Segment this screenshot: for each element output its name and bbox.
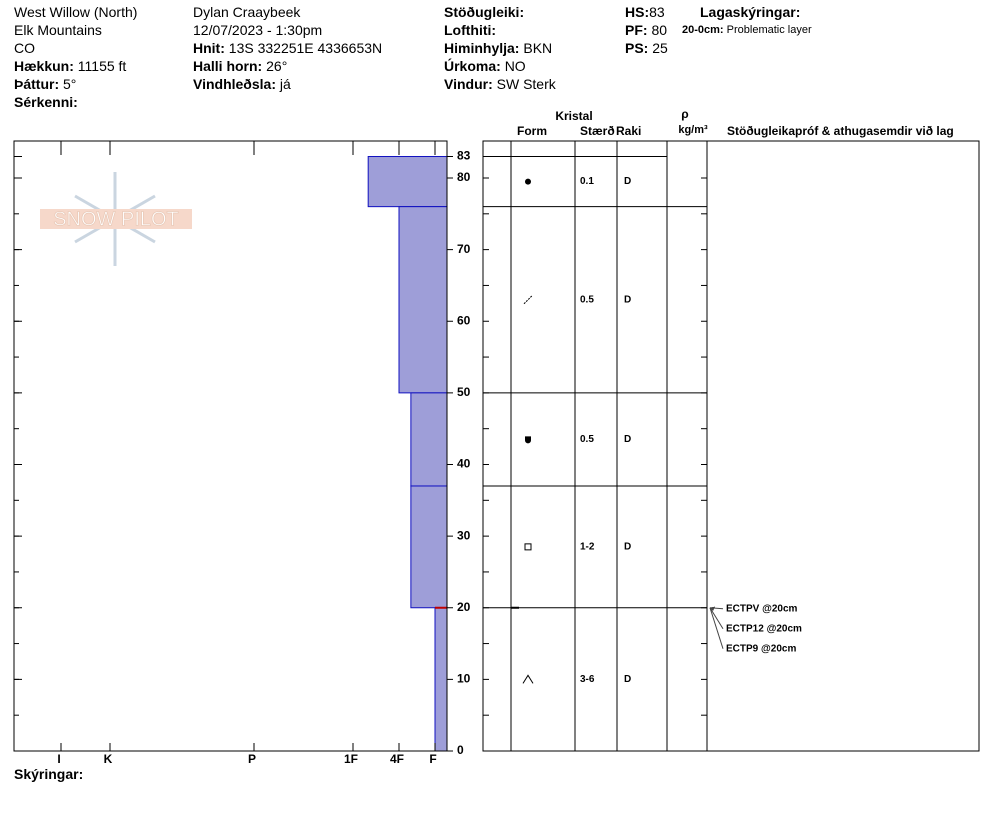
hardness-tick-label: P bbox=[248, 752, 256, 766]
hardness-tick-label: F bbox=[429, 752, 436, 766]
depth-tick-label: 20 bbox=[457, 600, 471, 614]
th-rho: ρ bbox=[681, 107, 688, 121]
th-form: Form bbox=[517, 124, 547, 138]
plot-frame bbox=[13, 140, 448, 752]
value: 13S 332251E 4336653N bbox=[228, 40, 383, 56]
table-frame bbox=[482, 140, 980, 752]
grain-form bbox=[523, 295, 533, 305]
moisture: D bbox=[624, 176, 631, 187]
legend-text: Problematic layer bbox=[726, 24, 812, 36]
test-arrow bbox=[709, 607, 724, 630]
label: Sérkenni: bbox=[14, 94, 78, 110]
test-label: ECTP12 @20cm bbox=[726, 623, 802, 634]
label: Vindur: bbox=[444, 76, 493, 92]
label: Hækkun: bbox=[14, 58, 74, 74]
logo: SNOW PILOT bbox=[40, 172, 192, 266]
value: já bbox=[279, 76, 291, 92]
hardness-bar bbox=[367, 156, 448, 208]
test-label: ECTPV @20cm bbox=[726, 603, 798, 614]
location: West Willow (North) bbox=[14, 4, 138, 20]
moisture: D bbox=[624, 542, 631, 553]
hardness-tick-label: 4F bbox=[390, 752, 404, 766]
depth-tick-label: 80 bbox=[457, 170, 471, 184]
header-col2: Dylan Craaybeek 12/07/2023 - 1:30pm Hnit… bbox=[193, 3, 382, 93]
hardness-bar bbox=[410, 392, 448, 487]
hardness-bar bbox=[434, 607, 448, 752]
test-arrowhead bbox=[710, 606, 715, 611]
legend-depth: 20-0cm: bbox=[682, 24, 724, 36]
value: 83 bbox=[649, 4, 665, 20]
label: Hnit: bbox=[193, 40, 225, 56]
header-col4: HS:83 PF: 80 PS: 25 bbox=[625, 3, 668, 57]
depth-tick-label: 40 bbox=[457, 457, 471, 471]
hardness-bar bbox=[410, 485, 448, 609]
label: Úrkoma: bbox=[444, 58, 501, 74]
grain-size: 0.5 bbox=[580, 434, 594, 445]
depth-tick-label: 50 bbox=[457, 385, 471, 399]
label: HS: bbox=[625, 4, 650, 20]
moisture: D bbox=[624, 434, 631, 445]
th-moisture: Raki bbox=[616, 124, 641, 138]
depth-tick-label: 30 bbox=[457, 528, 471, 542]
label: PS: bbox=[625, 40, 649, 56]
header-col1: West Willow (North) Elk Mountains CO Hæk… bbox=[14, 3, 137, 111]
table-columns bbox=[510, 141, 708, 751]
test-label: ECTP9 @20cm bbox=[726, 643, 796, 654]
range: Elk Mountains bbox=[14, 22, 102, 38]
depth-tick-label: 70 bbox=[457, 242, 471, 256]
grain-size: 0.5 bbox=[580, 294, 594, 305]
value: 26° bbox=[266, 58, 288, 74]
value: NO bbox=[504, 58, 526, 74]
grain-form bbox=[525, 436, 531, 444]
hardness-bar bbox=[398, 206, 448, 394]
depth-tick-label: 10 bbox=[457, 672, 471, 686]
label: Vindhleðsla: bbox=[193, 76, 276, 92]
value: 5° bbox=[63, 76, 77, 92]
logo-text: SNOW PILOT bbox=[53, 208, 179, 230]
hardness-tick-label: 1F bbox=[344, 752, 358, 766]
value: BKN bbox=[523, 40, 553, 56]
grain-form bbox=[524, 543, 532, 551]
legend: Lagaskýringar: 20-0cm: Problematic layer bbox=[682, 3, 830, 39]
datetime: 12/07/2023 - 1:30pm bbox=[193, 22, 323, 38]
value: 11155 ft bbox=[77, 58, 127, 74]
test-arrow bbox=[709, 607, 724, 649]
th-size: Stærð bbox=[580, 124, 615, 138]
value: SW Sterk bbox=[496, 76, 556, 92]
footer: Skýringar: bbox=[14, 765, 83, 783]
depth-tick-label: 0 bbox=[457, 743, 464, 757]
moisture: D bbox=[624, 294, 631, 305]
label: Himinhylja: bbox=[444, 40, 520, 56]
label: Þáttur: bbox=[14, 76, 60, 92]
label: PF: bbox=[625, 22, 648, 38]
footer-label: Skýringar: bbox=[14, 766, 84, 782]
state: CO bbox=[14, 40, 35, 56]
observer: Dylan Craaybeek bbox=[193, 4, 301, 20]
value: 80 bbox=[651, 22, 668, 38]
moisture: D bbox=[624, 674, 631, 685]
th-crystal: Kristal bbox=[555, 109, 592, 123]
th-comments: Stöðugleikapróf & athugasemdir við lag bbox=[727, 124, 954, 138]
depth-tick-label: 83 bbox=[457, 149, 471, 163]
depth-tick-label: 60 bbox=[457, 313, 471, 327]
value: 25 bbox=[652, 40, 668, 56]
header-col3: Stöðugleiki: Lofthiti: Himinhylja: BKN Ú… bbox=[444, 3, 556, 93]
plot: 0.1 D 0.5 D 0.5 D 1-2 D 3-6 D 0 10 20 30 40 50 60 70 80 83 I… bbox=[14, 141, 802, 766]
label: Lofthiti: bbox=[444, 22, 497, 38]
grain-size: 0.1 bbox=[580, 176, 594, 187]
label: Stöðugleiki: bbox=[444, 4, 525, 20]
grain-form bbox=[525, 178, 531, 185]
legend-title: Lagaskýringar: bbox=[700, 4, 801, 20]
hardness-tick-label: K bbox=[104, 752, 113, 766]
grain-size: 3-6 bbox=[580, 674, 595, 685]
grain-form bbox=[522, 674, 534, 684]
label: Halli horn: bbox=[193, 58, 263, 74]
grain-size: 1-2 bbox=[580, 542, 595, 553]
hardness-tick-label: I bbox=[57, 752, 60, 766]
th-density: kg/m³ bbox=[678, 124, 708, 136]
